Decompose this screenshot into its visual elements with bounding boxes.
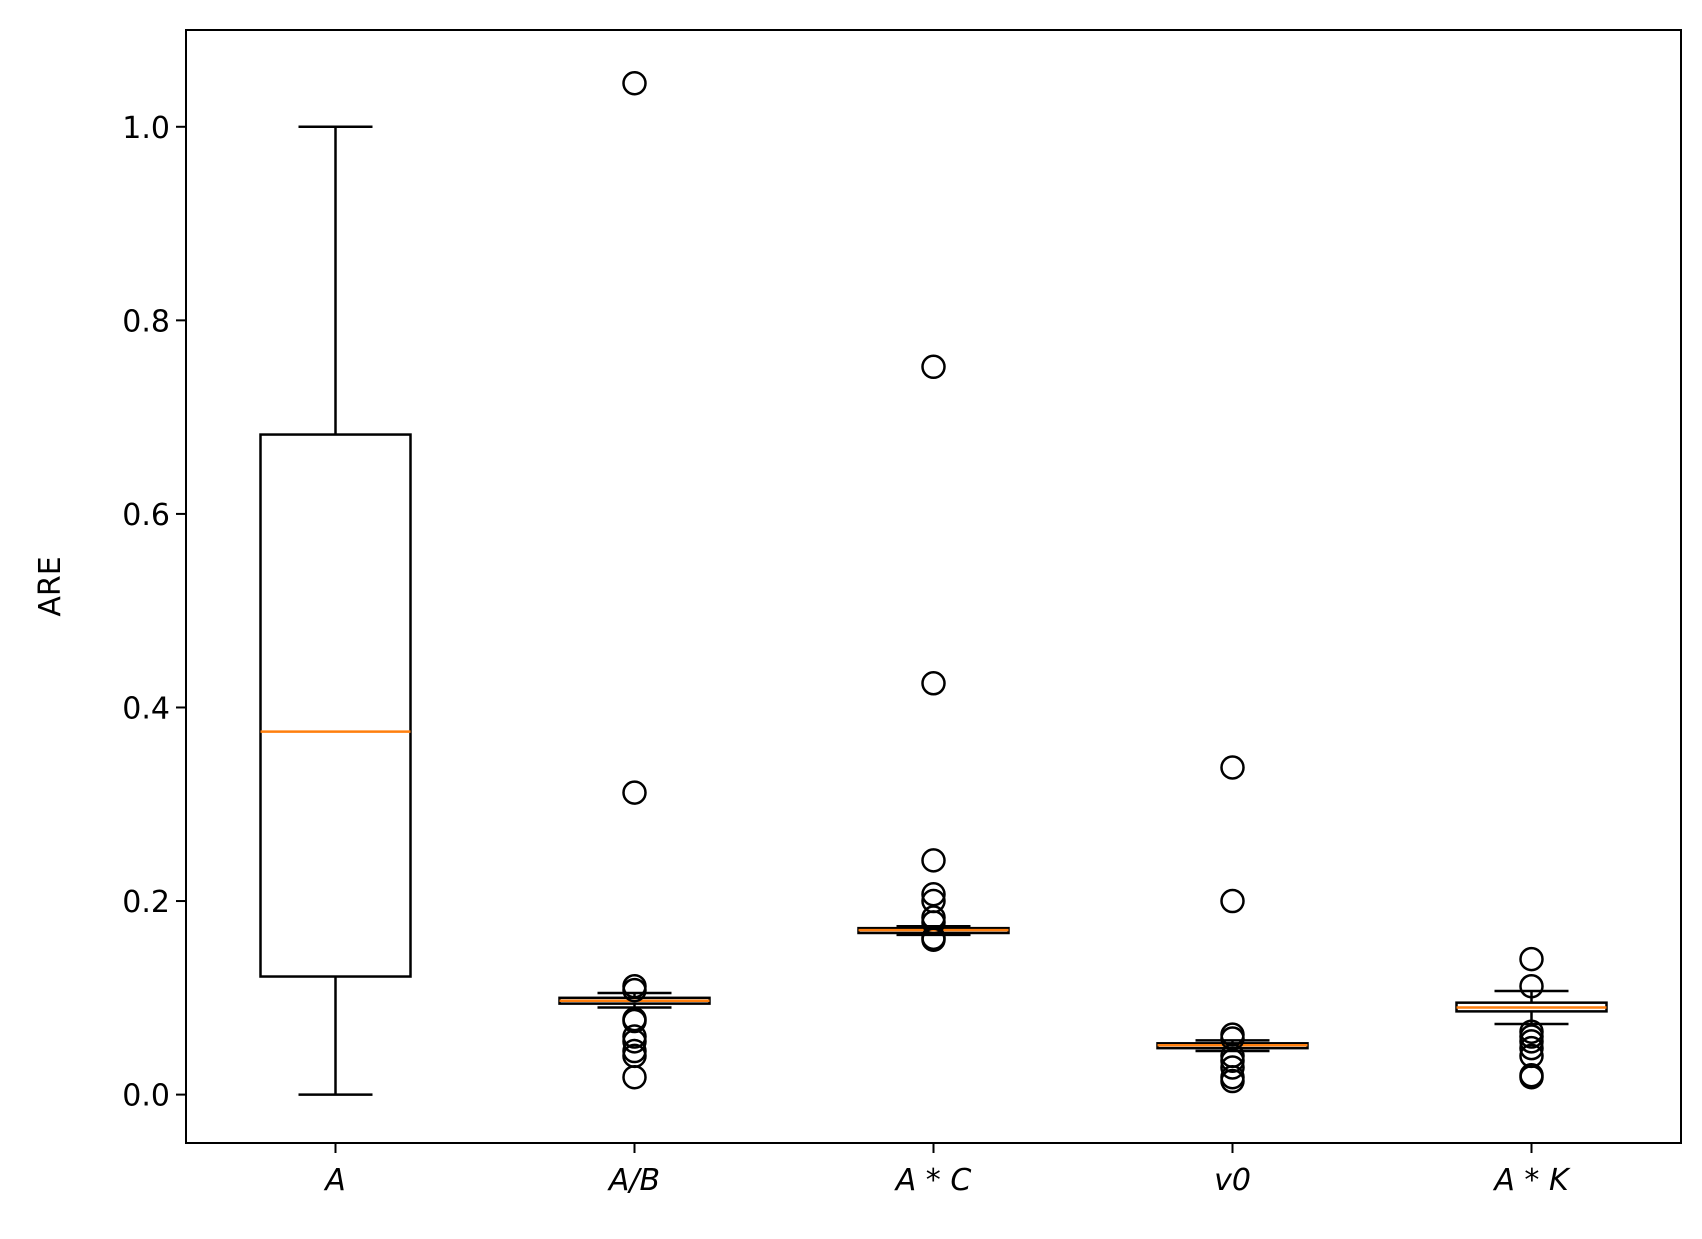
outlier-point	[622, 1064, 647, 1090]
y-tick-label: 0.0	[122, 1079, 170, 1114]
outlier-point	[1220, 888, 1245, 914]
outlier-point	[622, 1038, 647, 1064]
y-axis: 0.0 0.2 0.4 0.6 0.8 1.0	[122, 111, 186, 1114]
outlier-point	[1220, 1068, 1245, 1094]
x-tick-label: A * K	[1492, 1163, 1571, 1198]
box	[259, 433, 412, 978]
outlier-point	[1519, 1029, 1544, 1054]
y-axis-label: ARE	[33, 556, 68, 616]
outlier-point	[921, 927, 946, 953]
outlier-point	[622, 70, 647, 96]
outlier-point	[1519, 973, 1544, 999]
outlier-point	[1220, 1055, 1245, 1080]
outlier-point	[921, 671, 946, 696]
x-tick-label: A	[323, 1163, 346, 1198]
outlier-point	[1519, 1064, 1544, 1090]
outlier-point	[622, 1006, 647, 1032]
box-group-a-k	[1455, 946, 1608, 1090]
outlier-point	[1519, 1035, 1544, 1061]
outlier-point	[921, 910, 946, 935]
y-tick-label: 0.6	[122, 498, 170, 533]
x-tick-label: A * C	[894, 1163, 972, 1198]
outlier-point	[1519, 946, 1544, 972]
outlier-point	[1220, 1048, 1245, 1073]
outlier-point	[622, 1029, 647, 1054]
outlier-point	[1220, 755, 1245, 780]
box-group-v0	[1156, 755, 1309, 1094]
box-group-a	[259, 125, 412, 1096]
y-tick-label: 0.2	[122, 885, 170, 920]
plot-area	[259, 70, 1608, 1096]
y-tick-label: 0.8	[122, 304, 170, 339]
x-tick-label: v0	[1214, 1163, 1251, 1198]
x-axis: A A/B A * C v0 A * K	[323, 1143, 1571, 1198]
outlier-point	[921, 848, 946, 873]
outlier-point	[622, 1008, 647, 1034]
y-tick-label: 1.0	[122, 111, 170, 146]
y-tick-label: 0.4	[122, 691, 170, 726]
outlier-point	[622, 780, 647, 805]
outlier-point	[622, 977, 647, 1003]
x-tick-label: A/B	[607, 1163, 660, 1198]
box-group-a-b	[558, 70, 711, 1090]
box-group-a-c	[857, 354, 1010, 953]
outlier-point	[921, 354, 946, 380]
